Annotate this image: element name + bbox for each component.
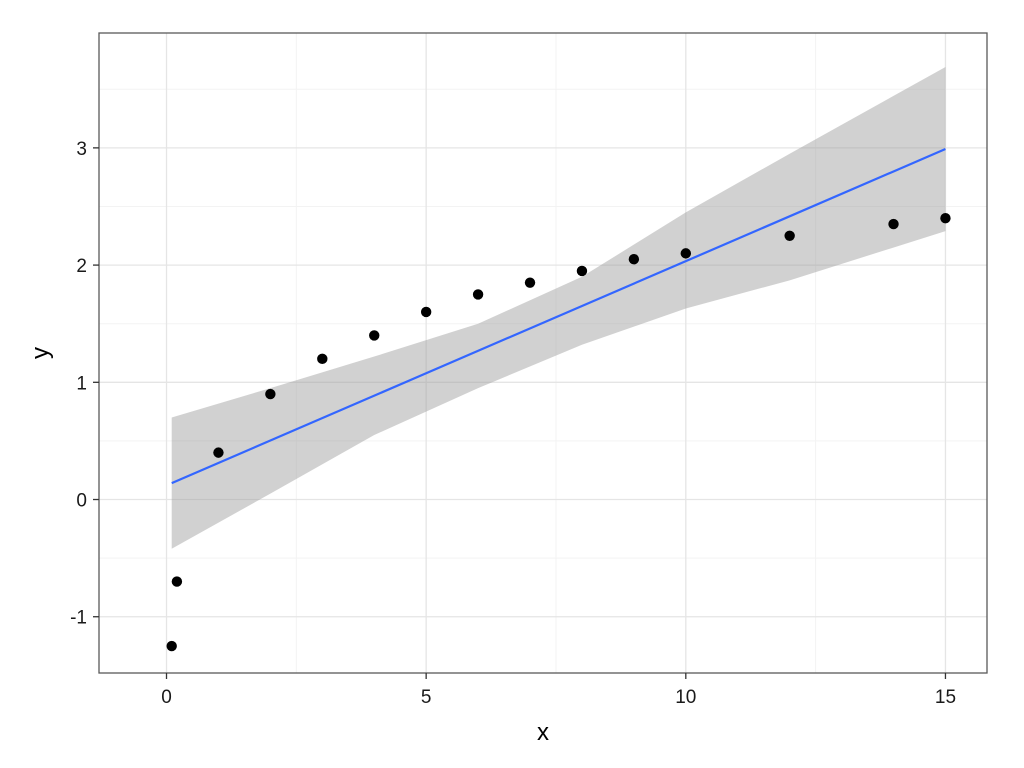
confidence-band xyxy=(171,66,946,549)
panel-border xyxy=(98,32,988,674)
data-point-6 xyxy=(420,306,432,318)
panel-background xyxy=(99,33,987,673)
regression-line xyxy=(171,148,946,485)
x-axis: 0 5 10 15 xyxy=(161,673,956,708)
x-tick-label-0: 0 xyxy=(161,687,172,708)
data-point-13 xyxy=(888,218,899,230)
y-tick-label-4: 3 xyxy=(76,139,87,160)
major-gridlines xyxy=(99,33,987,673)
data-point-12 xyxy=(784,230,795,241)
data-point-7 xyxy=(472,289,484,300)
x-tick-label-3: 15 xyxy=(935,687,956,708)
data-point-3 xyxy=(265,388,276,400)
y-tick-label-3: 2 xyxy=(76,256,87,277)
x-axis-title: x xyxy=(537,719,549,746)
data-point-14 xyxy=(940,213,951,224)
data-point-9 xyxy=(576,265,588,277)
data-point-1 xyxy=(171,576,183,587)
y-tick-label-2: 1 xyxy=(76,373,87,394)
data-point-11 xyxy=(680,248,692,259)
x-tick-label-1: 5 xyxy=(421,687,432,708)
data-point-8 xyxy=(524,277,536,288)
y-axis-title: y xyxy=(27,347,54,359)
data-point-2 xyxy=(213,447,224,458)
y-tick-label-1: 0 xyxy=(76,491,87,512)
data-point-4 xyxy=(317,353,328,365)
data-point-0 xyxy=(166,640,177,652)
x-tick-label-2: 10 xyxy=(675,687,696,708)
data-point-5 xyxy=(369,330,380,341)
y-axis: -1 0 1 2 3 xyxy=(70,139,99,629)
y-tick-label-0: -1 xyxy=(70,608,87,629)
data-point-10 xyxy=(628,254,640,265)
data-points xyxy=(166,213,951,652)
